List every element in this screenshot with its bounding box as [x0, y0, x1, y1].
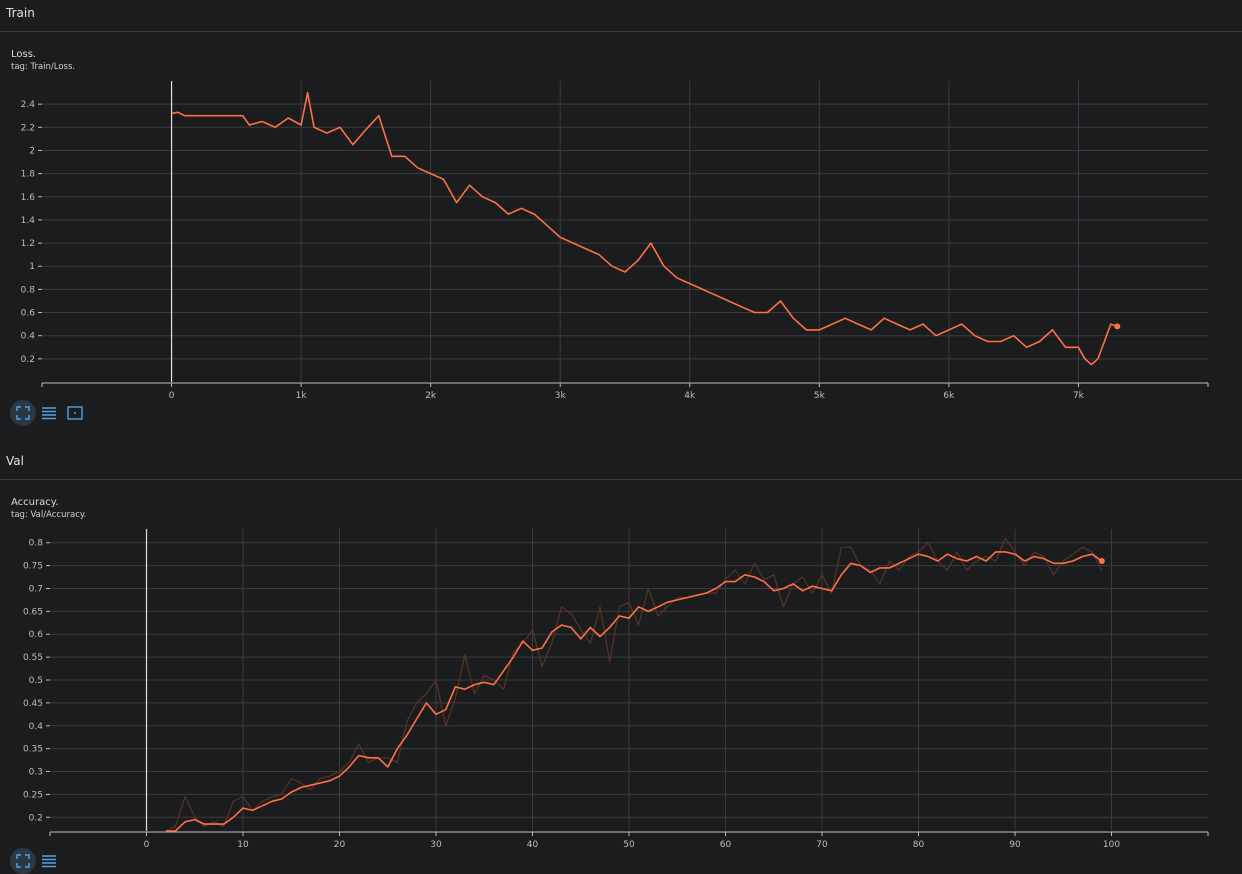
accuracy-y-tick-label: 0.6 — [29, 630, 44, 640]
accuracy-x-tick-label: 50 — [623, 840, 635, 850]
loss-y-tick-label: 2.4 — [21, 100, 36, 110]
fit-domain-button-val[interactable] — [10, 848, 36, 874]
accuracy-y-tick-label: 0.3 — [29, 768, 43, 778]
section-title-train: Train — [6, 6, 35, 20]
loss-y-tick-label: 0.2 — [21, 355, 35, 365]
accuracy-y-tick-label: 0.5 — [29, 676, 43, 686]
loss-chart-tag: tag: Train/Loss. — [11, 62, 76, 72]
train-section-header[interactable]: Train — [0, 0, 1242, 32]
loss-chart[interactable]: 0 1k 2k 3k 4k 5k 6k 7k 0.2 0.4 0.6 0.8 1 1.2 1.4 1.6 1.8… — [0, 0, 1242, 402]
accuracy-x-tick-label: 0 — [144, 840, 150, 850]
loss-y-tick-label: 1.4 — [21, 216, 36, 226]
loss-y-tick-label: 0.6 — [21, 309, 36, 319]
loss-y-tick-label: 1.6 — [21, 193, 36, 203]
accuracy-x-tick-label: 20 — [334, 840, 346, 850]
accuracy-y-tick-label: 0.75 — [23, 562, 43, 572]
accuracy-chart-tag: tag: Val/Accuracy. — [11, 510, 87, 520]
accuracy-x-tick-label: 70 — [816, 840, 828, 850]
accuracy-x-tick-label: 90 — [1009, 840, 1021, 850]
accuracy-y-tick-label: 0.8 — [29, 539, 44, 549]
loss-x-tick-label: 2k — [425, 391, 437, 401]
loss-x-tick-label: 3k — [555, 391, 567, 401]
accuracy-x-tick-label: 100 — [1103, 840, 1120, 850]
fit-domain-icon — [16, 854, 30, 868]
toggle-log-scale-button[interactable] — [36, 400, 62, 426]
fit-domain-icon — [16, 406, 30, 420]
loss-x-tick-label: 0 — [169, 391, 175, 401]
accuracy-y-tick-label: 0.45 — [23, 699, 43, 709]
accuracy-last-point — [1098, 558, 1105, 565]
loss-y-tick-label: 0.8 — [21, 285, 36, 295]
accuracy-x-tick-label: 40 — [527, 840, 539, 850]
loss-x-tick-label: 7k — [1073, 391, 1085, 401]
fit-domain-button[interactable] — [10, 400, 36, 426]
loss-last-point — [1114, 323, 1121, 330]
section-title-val: Val — [6, 454, 24, 468]
loss-chart-title: Loss. — [11, 49, 37, 60]
accuracy-x-tick-label: 80 — [913, 840, 925, 850]
loss-y-tick-label: 1.2 — [21, 239, 35, 249]
accuracy-y-tick-label: 0.65 — [23, 607, 43, 617]
loss-y-tick-label: 1 — [29, 262, 35, 272]
loss-y-tick-label: 1.8 — [21, 170, 36, 180]
accuracy-y-tick-label: 0.25 — [23, 790, 43, 800]
accuracy-y-tick-label: 0.55 — [23, 653, 43, 663]
accuracy-x-tick-label: 60 — [720, 840, 732, 850]
accuracy-y-tick-label: 0.35 — [23, 745, 43, 755]
loss-x-tick-label: 5k — [814, 391, 826, 401]
loss-x-tick-label: 4k — [684, 391, 696, 401]
accuracy-y-tick-label: 0.7 — [29, 584, 43, 594]
accuracy-y-tick-label: 0.4 — [29, 722, 44, 732]
accuracy-smoothed-series-line — [165, 551, 1103, 832]
loss-y-tick-label: 0.4 — [21, 332, 36, 342]
loss-y-tick-label: 2.2 — [21, 123, 35, 133]
expand-chart-icon — [67, 406, 83, 420]
expand-chart-button[interactable] — [62, 400, 88, 426]
accuracy-chart-title: Accuracy. — [11, 497, 59, 508]
val-section-header[interactable]: Val — [0, 448, 1242, 480]
toggle-log-scale-button-val[interactable] — [36, 848, 62, 874]
accuracy-raw-series-line — [165, 537, 1103, 832]
accuracy-x-tick-label: 30 — [430, 840, 442, 850]
loss-x-tick-label: 1k — [296, 391, 308, 401]
accuracy-y-tick-label: 0.2 — [29, 813, 43, 823]
loss-smoothed-series-line — [171, 91, 1118, 366]
loss-x-tick-label: 6k — [943, 391, 955, 401]
toggle-log-scale-icon — [42, 407, 56, 420]
accuracy-x-tick-label: 10 — [237, 840, 249, 850]
toggle-log-scale-icon — [42, 855, 56, 868]
loss-y-tick-label: 2 — [29, 146, 35, 156]
